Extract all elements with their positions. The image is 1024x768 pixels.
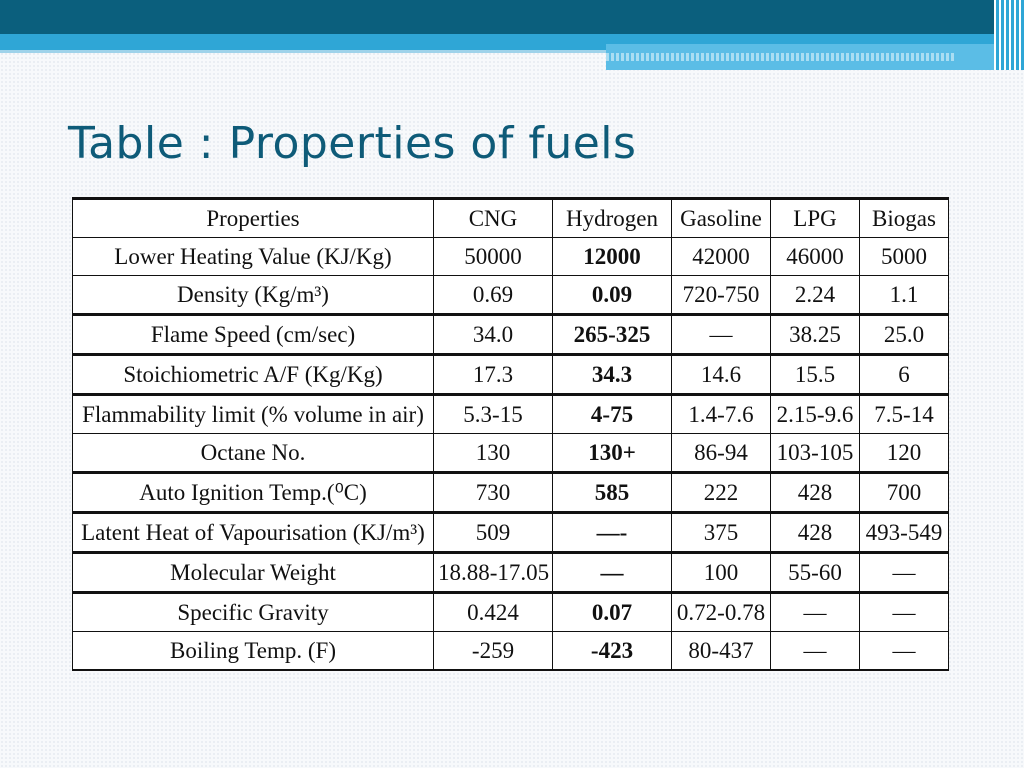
gasoline-value: 0.72-0.78	[671, 591, 771, 632]
lpg-value: 38.25	[770, 313, 860, 355]
column-header-hydrogen: Hydrogen	[552, 197, 672, 238]
gasoline-value: 375	[671, 511, 771, 553]
cng-value: 0.424	[433, 591, 553, 632]
decorative-dash-pattern	[606, 53, 954, 61]
slide-header-stripe	[0, 50, 606, 53]
slide-title: Table : Properties of fuels	[68, 118, 637, 169]
biogas-value: 5000	[859, 237, 949, 276]
property-name: Molecular Weight	[72, 551, 434, 593]
property-name: Flame Speed (cm/sec)	[72, 313, 434, 355]
gasoline-value: 720-750	[671, 275, 771, 315]
biogas-value: —	[859, 631, 949, 671]
property-name: Density (Kg/m³)	[72, 275, 434, 315]
lpg-value: 2.15-9.6	[770, 393, 860, 434]
cng-value: 0.69	[433, 275, 553, 315]
cng-value: -259	[433, 631, 553, 671]
gasoline-value: 222	[671, 471, 771, 513]
table-row: Flame Speed (cm/sec) 34.0 265-325 — 38.2…	[72, 313, 949, 355]
property-name: Flammability limit (% volume in air)	[72, 393, 434, 434]
cng-value: 50000	[433, 237, 553, 276]
table-row: Octane No. 130 130+ 86-94 103-105 120	[72, 433, 949, 473]
cng-value: 18.88-17.05	[433, 551, 553, 593]
gasoline-value: 1.4-7.6	[671, 393, 771, 434]
lpg-value: —	[770, 631, 860, 671]
gasoline-value: 42000	[671, 237, 771, 276]
lpg-value: 428	[770, 471, 860, 513]
property-name: Octane No.	[72, 433, 434, 473]
biogas-value: —	[859, 551, 949, 593]
table-row: Molecular Weight 18.88-17.05 — 100 55-60…	[72, 551, 949, 593]
hydrogen-value: 34.3	[552, 353, 672, 395]
property-name: Specific Gravity	[72, 591, 434, 632]
lpg-value: 103-105	[770, 433, 860, 473]
table-row: Lower Heating Value (KJ/Kg) 50000 12000 …	[72, 237, 949, 276]
gasoline-value: 86-94	[671, 433, 771, 473]
biogas-value: 493-549	[859, 511, 949, 553]
table-header-row: Properties CNG Hydrogen Gasoline LPG Bio…	[72, 197, 949, 238]
hydrogen-value: 585	[552, 471, 672, 513]
cng-value: 730	[433, 471, 553, 513]
property-name: Stoichiometric A/F (Kg/Kg)	[72, 353, 434, 395]
fuel-properties-table: Properties CNG Hydrogen Gasoline LPG Bio…	[72, 197, 949, 671]
hydrogen-value: —-	[552, 511, 672, 553]
gasoline-value: 80-437	[671, 631, 771, 671]
biogas-value: 1.1	[859, 275, 949, 315]
hydrogen-value: —	[552, 551, 672, 593]
table-row: Latent Heat of Vapourisation (KJ/m³) 509…	[72, 511, 949, 553]
table-row: Auto Ignition Temp.(⁰C) 730 585 222 428 …	[72, 471, 949, 513]
biogas-value: 120	[859, 433, 949, 473]
slide-header-bar	[0, 0, 1024, 34]
hydrogen-value: 12000	[552, 237, 672, 276]
cng-value: 34.0	[433, 313, 553, 355]
biogas-value: 700	[859, 471, 949, 513]
hydrogen-value: 0.07	[552, 591, 672, 632]
gasoline-value: 14.6	[671, 353, 771, 395]
table-row: Flammability limit (% volume in air) 5.3…	[72, 393, 949, 434]
table-row: Density (Kg/m³) 0.69 0.09 720-750 2.24 1…	[72, 275, 949, 315]
gasoline-value: 100	[671, 551, 771, 593]
cng-value: 509	[433, 511, 553, 553]
hydrogen-value: 0.09	[552, 275, 672, 315]
lpg-value: 2.24	[770, 275, 860, 315]
property-name: Boiling Temp. (F)	[72, 631, 434, 671]
biogas-value: 6	[859, 353, 949, 395]
lpg-value: —	[770, 591, 860, 632]
table-row: Boiling Temp. (F) -259 -423 80-437 — —	[72, 631, 949, 671]
cng-value: 5.3-15	[433, 393, 553, 434]
slide-header-decoration	[606, 44, 1024, 70]
cng-value: 17.3	[433, 353, 553, 395]
property-name: Auto Ignition Temp.(⁰C)	[72, 471, 434, 513]
lpg-value: 46000	[770, 237, 860, 276]
cng-value: 130	[433, 433, 553, 473]
biogas-value: 7.5-14	[859, 393, 949, 434]
biogas-value: 25.0	[859, 313, 949, 355]
column-header-biogas: Biogas	[859, 197, 949, 238]
hydrogen-value: 265-325	[552, 313, 672, 355]
gasoline-value: —	[671, 313, 771, 355]
lpg-value: 55-60	[770, 551, 860, 593]
hydrogen-value: 4-75	[552, 393, 672, 434]
column-header-cng: CNG	[433, 197, 553, 238]
lpg-value: 428	[770, 511, 860, 553]
column-header-lpg: LPG	[770, 197, 860, 238]
table-row: Stoichiometric A/F (Kg/Kg) 17.3 34.3 14.…	[72, 353, 949, 395]
lpg-value: 15.5	[770, 353, 860, 395]
property-name: Lower Heating Value (KJ/Kg)	[72, 237, 434, 276]
hydrogen-value: 130+	[552, 433, 672, 473]
decorative-vertical-bars	[994, 0, 1024, 70]
table-row: Specific Gravity 0.424 0.07 0.72-0.78 — …	[72, 591, 949, 632]
property-name: Latent Heat of Vapourisation (KJ/m³)	[72, 511, 434, 553]
biogas-value: —	[859, 591, 949, 632]
hydrogen-value: -423	[552, 631, 672, 671]
column-header-properties: Properties	[72, 197, 434, 238]
column-header-gasoline: Gasoline	[671, 197, 771, 238]
